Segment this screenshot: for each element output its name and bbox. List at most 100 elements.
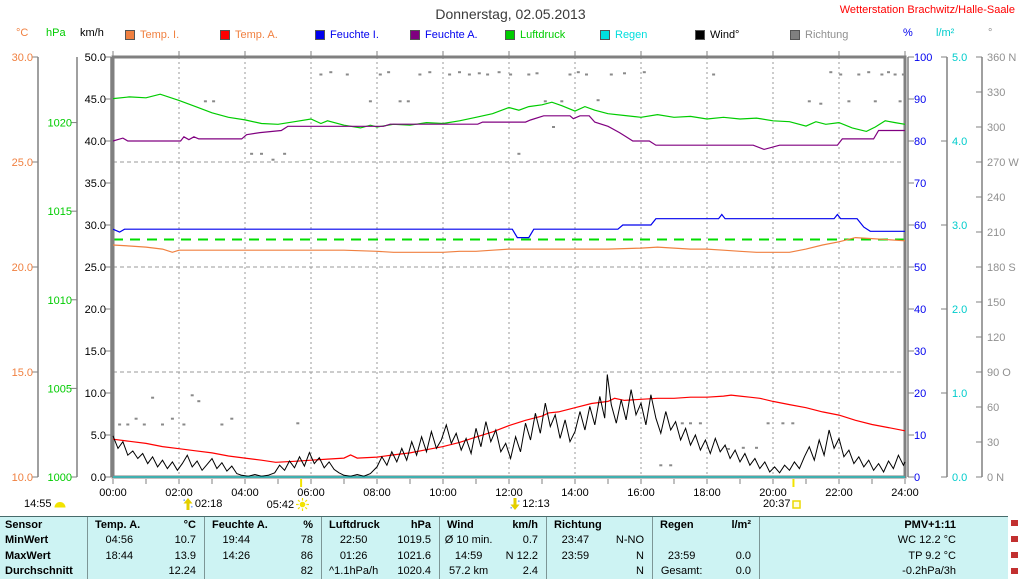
y-tick-label-celsius: 25.0 — [12, 157, 33, 169]
y-tick-label-celsius: 10.0 — [12, 472, 33, 484]
stats-col-unit: km/h — [512, 518, 538, 531]
legend-swatch-wind — [695, 30, 705, 40]
direction-dot — [142, 423, 146, 426]
stats-cell-time: 01:26 — [339, 549, 368, 562]
y-tick-label-deg: 360 N — [987, 52, 1016, 64]
direction-dot — [250, 152, 254, 155]
stats-summary-line: TP 9.2 °C — [908, 549, 956, 562]
series-temp-i — [112, 236, 906, 253]
y-tick-label-hpa: 1005 — [48, 383, 72, 395]
legend-label: Wind° — [710, 29, 740, 41]
direction-dot — [329, 71, 333, 74]
y-tick-label-percent: 30 — [914, 346, 926, 358]
stats-col-unit: °C — [183, 518, 196, 531]
stats-cell-row — [653, 533, 759, 549]
direction-dot — [535, 72, 539, 75]
stats-cell-time: Ø 10 min. — [444, 534, 493, 547]
stats-cell-row: 14:59 N 12.2 — [440, 548, 546, 564]
stats-col-name: Luftdruck — [329, 518, 380, 531]
stats-col-wind: Wind km/h Ø 10 min. 0.7 14:59 N 12.2 57.2 km 2.… — [440, 517, 547, 579]
legend-swatch-temp-i — [125, 30, 135, 40]
legend-label: Richtung — [805, 29, 849, 41]
x-tick-label: 12:00 — [495, 487, 523, 499]
legend-item-wind: Wind° — [695, 29, 739, 41]
stats-cell-value: 0.0 — [735, 565, 751, 578]
legend-item-luftdruck: Luftdruck — [505, 29, 565, 41]
y-tick-label-kmh: 25.0 — [85, 262, 106, 274]
y-tick-label-celsius: 20.0 — [12, 262, 33, 274]
astro-time: 14:55 — [24, 498, 52, 510]
direction-dot — [418, 73, 422, 76]
y-tick-label-deg: 0 N — [987, 472, 1004, 484]
direction-dot — [448, 73, 452, 76]
y-tick-label-lm2: 0.0 — [952, 472, 967, 484]
y-tick-label-percent: 100 — [914, 52, 932, 64]
astro-marker: 12:13 — [510, 498, 550, 510]
stats-cell-row: 19:44 78 — [205, 533, 321, 549]
legend-item-temp-i: Temp. I. — [125, 29, 179, 41]
direction-dot — [509, 73, 513, 76]
astro-time: 05:42 — [266, 498, 295, 511]
chart-plot: 30.025.020.015.010.010201015101010051000… — [12, 51, 1019, 499]
stats-col-regen: Regen l/m² 23:59 0.0 Gesamt: 0.0 — [653, 517, 760, 579]
edge-mark — [1011, 520, 1018, 526]
edge-mark — [1011, 536, 1018, 542]
stats-cell-row: 57.2 km 2.4 — [440, 564, 546, 579]
direction-dot — [689, 422, 692, 425]
stats-col-luftdruck: Luftdruck hPa 22:50 1019.5 01:26 1021.6 ^1.1hP… — [322, 517, 440, 579]
series-feuchte-a — [112, 115, 905, 151]
legend-item-richtung: Richtung — [790, 29, 848, 41]
direction-dot — [659, 464, 663, 467]
y-tick-label-kmh: 50.0 — [85, 52, 106, 64]
stats-col-name: Wind — [447, 518, 474, 531]
stats-row-label: Sensor — [5, 518, 43, 531]
y-tick-label-celsius: 30.0 — [12, 52, 33, 64]
stats-cell-row: 18:44 13.9 — [88, 548, 204, 564]
y-tick-label-kmh: 40.0 — [85, 136, 106, 148]
y-tick-label-deg: 180 S — [987, 262, 1016, 274]
direction-dot — [319, 73, 323, 76]
direction-dot — [486, 73, 490, 76]
stats-cell-row: 04:56 10.7 — [88, 533, 204, 549]
direction-dot — [190, 394, 194, 397]
direction-dot — [497, 71, 501, 74]
direction-dot — [893, 73, 897, 76]
y-tick-label-percent: 90 — [914, 94, 926, 106]
up-arrow-icon — [183, 498, 193, 510]
axis-unit-label: % — [903, 27, 913, 39]
legend-item-feuchte-a: Feuchte A. — [410, 29, 478, 41]
direction-dot — [847, 100, 851, 103]
astro-marker: 14:55 — [24, 498, 66, 510]
y-tick-label-kmh: 35.0 — [85, 178, 106, 190]
direction-dot — [568, 73, 572, 76]
down-arrow-icon — [510, 498, 520, 510]
stats-cell-value: N — [636, 549, 644, 562]
astro-time: 12:13 — [522, 498, 550, 510]
stats-cell-value: 2.4 — [522, 565, 538, 578]
y-tick-label-kmh: 15.0 — [85, 346, 106, 358]
direction-dot — [867, 71, 871, 74]
direction-dot — [368, 100, 372, 103]
direction-dot — [477, 72, 481, 75]
direction-dot — [543, 100, 547, 103]
direction-dot — [807, 100, 811, 103]
stats-row-labels: Sensor MinWert MaxWert Durchschnitt — [0, 517, 88, 579]
axis-unit-label: ° — [988, 27, 993, 39]
y-tick-label-kmh: 10.0 — [85, 388, 106, 400]
x-tick-label: 24:00 — [891, 487, 919, 499]
direction-dot — [839, 73, 843, 76]
y-tick-label-deg: 300 — [987, 122, 1005, 134]
x-tick-label: 16:00 — [627, 487, 655, 499]
stats-cell-value: N-NO — [615, 534, 644, 547]
direction-dot — [182, 423, 186, 426]
stats-cell-value: N — [636, 565, 644, 578]
stats-cell-row: 23:47 N-NO — [547, 533, 652, 549]
direction-dot — [398, 100, 402, 103]
stats-cell-row: Ø 10 min. 0.7 — [440, 533, 546, 549]
direction-dot — [170, 417, 174, 420]
direction-dot — [576, 71, 580, 74]
x-tick-label: 06:00 — [297, 487, 325, 499]
astro-time: 20:37 — [762, 498, 791, 510]
x-tick-label: 20:00 — [759, 487, 787, 499]
